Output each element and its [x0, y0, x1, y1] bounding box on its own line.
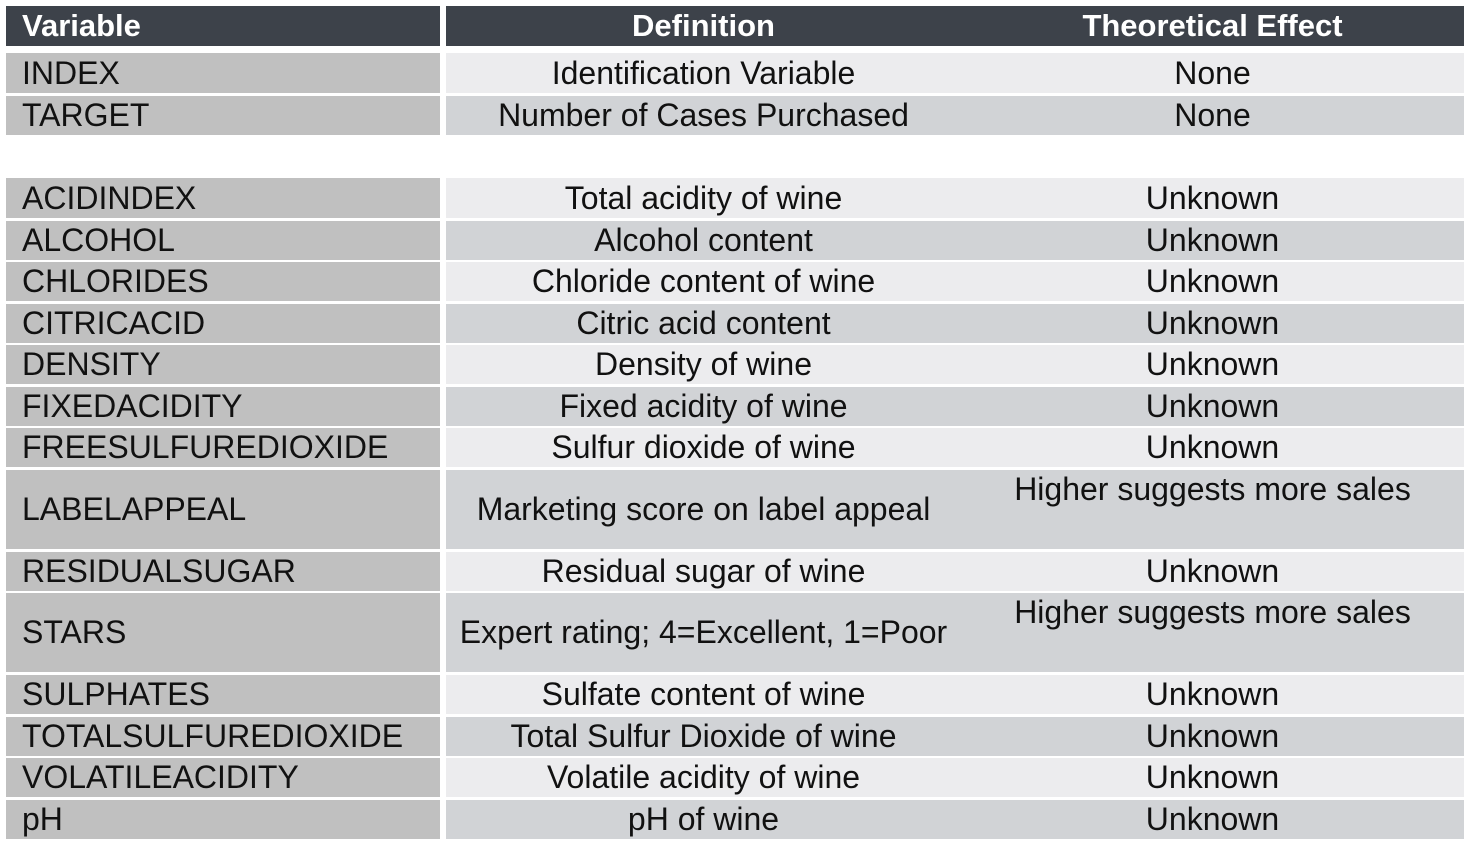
table-row: STARS Expert rating; 4=Excellent, 1=Poor…: [6, 592, 1464, 672]
row-divider: [6, 468, 1464, 470]
effect-cell: Unknown: [961, 427, 1464, 467]
variable-cell: pH: [6, 799, 440, 839]
effect-cell: Unknown: [961, 799, 1464, 839]
effect-cell: Higher suggests more sales: [1014, 594, 1411, 630]
row-divider: [6, 591, 1464, 593]
row-divider: [6, 756, 1464, 758]
definition-cell: Density of wine: [446, 344, 961, 384]
variable-cell: ALCOHOL: [6, 220, 440, 260]
variable-cell: CITRICACID: [6, 303, 440, 343]
variable-cell: STARS: [6, 592, 440, 672]
effect-cell: Unknown: [961, 303, 1464, 343]
variable-cell: TARGET: [6, 95, 440, 135]
effect-cell-wrap: Higher suggests more sales: [961, 469, 1464, 549]
row-divider: [6, 260, 1464, 262]
variable-cell: FREESULFUREDIOXIDE: [6, 427, 440, 467]
effect-cell: Unknown: [961, 551, 1464, 591]
table-row: FREESULFUREDIOXIDE Sulfur dioxide of win…: [6, 427, 1464, 467]
variable-cell: SULPHATES: [6, 674, 440, 714]
effect-cell: Unknown: [961, 674, 1464, 714]
variable-cell: INDEX: [6, 53, 440, 93]
header-definition: Definition: [444, 6, 963, 46]
definition-cell: Chloride content of wine: [446, 261, 961, 301]
row-divider: [6, 302, 1464, 304]
variable-cell: ACIDINDEX: [6, 178, 440, 218]
variable-cell: FIXEDACIDITY: [6, 386, 440, 426]
definition-cell: Sulfur dioxide of wine: [446, 427, 961, 467]
header-theoretical-effect: Theoretical Effect: [961, 6, 1464, 46]
table-row: pH pH of wine Unknown: [6, 799, 1464, 839]
definition-cell: Volatile acidity of wine: [446, 757, 961, 797]
effect-cell: Unknown: [961, 261, 1464, 301]
row-divider: [6, 219, 1464, 221]
effect-cell: None: [961, 95, 1464, 135]
table-row: ALCOHOL Alcohol content Unknown: [6, 220, 1464, 260]
table-row: RESIDUALSUGAR Residual sugar of wine Unk…: [6, 551, 1464, 591]
definition-cell: Sulfate content of wine: [446, 674, 961, 714]
definition-cell: Expert rating; 4=Excellent, 1=Poor: [459, 614, 948, 650]
definition-cell: Alcohol content: [446, 220, 961, 260]
definition-cell-wrap: Expert rating; 4=Excellent, 1=Poor: [446, 592, 961, 672]
table-row: VOLATILEACIDITY Volatile acidity of wine…: [6, 757, 1464, 797]
definition-cell: Identification Variable: [446, 53, 961, 93]
variable-cell: RESIDUALSUGAR: [6, 551, 440, 591]
row-divider: [6, 715, 1464, 717]
effect-cell: Unknown: [961, 178, 1464, 218]
row-divider: [6, 343, 1464, 345]
effect-cell: None: [961, 53, 1464, 93]
definition-cell: Total Sulfur Dioxide of wine: [446, 716, 961, 756]
table-row: CITRICACID Citric acid content Unknown: [6, 303, 1464, 343]
table-row: LABELAPPEAL Marketing score on label app…: [6, 469, 1464, 549]
effect-cell: Unknown: [961, 757, 1464, 797]
variable-cell: CHLORIDES: [6, 261, 440, 301]
effect-cell-wrap: Higher suggests more sales: [961, 592, 1464, 672]
row-divider: [6, 426, 1464, 428]
row-divider: [6, 673, 1464, 675]
effect-cell: Unknown: [961, 344, 1464, 384]
table-row: FIXEDACIDITY Fixed acidity of wine Unkno…: [6, 386, 1464, 426]
table-row: TARGET Number of Cases Purchased None: [6, 95, 1464, 135]
variable-cell: VOLATILEACIDITY: [6, 757, 440, 797]
row-divider: [6, 94, 1464, 96]
table-header: Variable Definition Theoretical Effect: [6, 6, 1464, 46]
definition-cell: Marketing score on label appeal: [476, 491, 931, 527]
variable-cell: TOTALSULFUREDIOXIDE: [6, 716, 440, 756]
table-row: SULPHATES Sulfate content of wine Unknow…: [6, 674, 1464, 714]
effect-cell: Unknown: [961, 220, 1464, 260]
effect-cell: Unknown: [961, 386, 1464, 426]
row-divider: [6, 550, 1464, 552]
definition-cell: pH of wine: [446, 799, 961, 839]
table-row: INDEX Identification Variable None: [6, 53, 1464, 93]
table-row: ACIDINDEX Total acidity of wine Unknown: [6, 178, 1464, 218]
definition-cell: Residual sugar of wine: [446, 551, 961, 591]
table-row: DENSITY Density of wine Unknown: [6, 344, 1464, 384]
effect-cell: Higher suggests more sales: [1014, 471, 1411, 507]
variable-cell: DENSITY: [6, 344, 440, 384]
definition-cell: Total acidity of wine: [446, 178, 961, 218]
definition-cell-wrap: Marketing score on label appeal: [446, 469, 961, 549]
variable-cell: LABELAPPEAL: [6, 469, 440, 549]
row-divider: [6, 385, 1464, 387]
effect-cell: Unknown: [961, 716, 1464, 756]
header-variable: Variable: [6, 6, 440, 46]
definition-cell: Citric acid content: [446, 303, 961, 343]
row-divider: [6, 798, 1464, 800]
definition-cell: Fixed acidity of wine: [446, 386, 961, 426]
table-row: TOTALSULFUREDIOXIDE Total Sulfur Dioxide…: [6, 716, 1464, 756]
table-row: CHLORIDES Chloride content of wine Unkno…: [6, 261, 1464, 301]
definition-cell: Number of Cases Purchased: [446, 95, 961, 135]
